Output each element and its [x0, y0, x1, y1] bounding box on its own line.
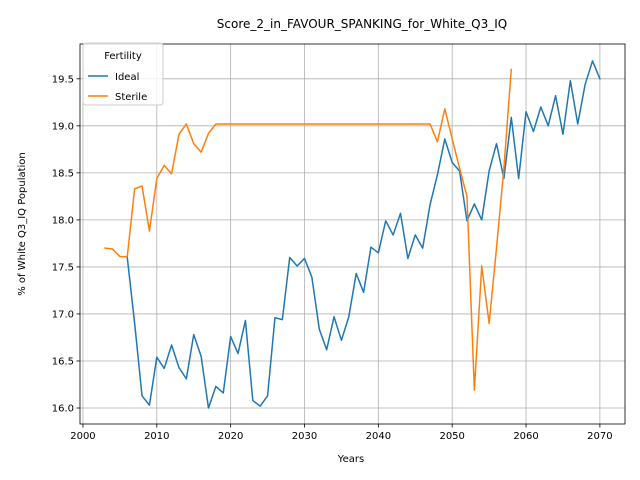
y-tick-label: 16.0	[52, 404, 74, 415]
y-tick-label: 17.0	[52, 309, 74, 320]
x-tick-label: 2050	[439, 431, 464, 442]
x-axis-label: Years	[337, 454, 364, 465]
legend-label-ideal: Ideal	[115, 72, 139, 83]
x-tick-label: 2010	[144, 431, 169, 442]
x-tick-label: 2040	[366, 431, 391, 442]
legend-label-sterile: Sterile	[115, 92, 147, 103]
y-tick-label: 16.5	[52, 356, 74, 367]
y-tick-label: 19.5	[52, 74, 74, 85]
y-tick-label: 18.0	[52, 215, 74, 226]
y-tick-label: 18.5	[52, 168, 74, 179]
chart-title: Score_2_in_FAVOUR_SPANKING_for_White_Q3_…	[217, 17, 507, 31]
legend: Fertility Ideal Sterile	[82, 42, 164, 106]
x-tick-label: 2020	[218, 431, 243, 442]
x-tick-label: 2060	[513, 431, 538, 442]
grid	[80, 44, 625, 424]
x-tick-label: 2070	[587, 431, 612, 442]
x-tick-label: 2030	[292, 431, 317, 442]
series-line-ideal	[126, 60, 601, 409]
y-axis-label: % of White Q3_IQ Population	[17, 152, 28, 296]
plot-frame	[79, 43, 626, 425]
x-tick-label: 2000	[70, 431, 95, 442]
y-tick-label: 17.5	[52, 262, 74, 273]
legend-title: Fertility	[104, 51, 142, 62]
x-axis: 2000 2010 2020 2030 2040 2050 2060 2070	[70, 424, 613, 442]
legend-box	[82, 42, 164, 106]
series-line-sterile	[104, 68, 513, 391]
y-axis: 16.0 16.5 17.0 17.5 18.0 18.5 19.0 19.5	[52, 74, 80, 415]
y-tick-label: 19.0	[52, 121, 74, 132]
series-lines	[104, 60, 601, 409]
